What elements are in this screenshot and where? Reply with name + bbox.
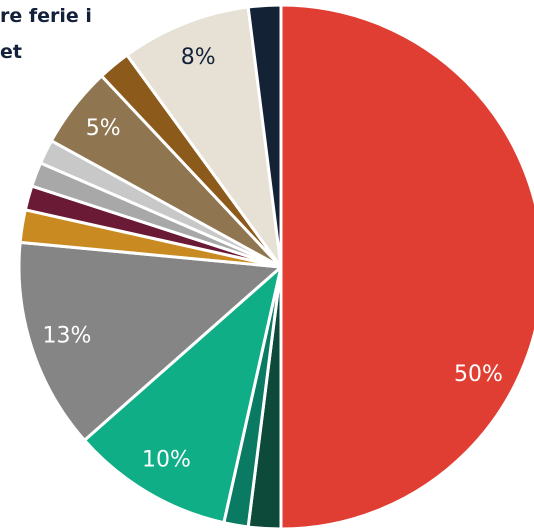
chart-title: et [0,41,22,63]
pie-slice [279,3,534,530]
pie-slice [125,5,283,269]
pie-slice [82,265,283,525]
pie-slice [246,3,283,269]
value-label: 13% [43,324,92,349]
pie [17,3,534,530]
value-label: 50% [454,362,503,387]
value-label: 5% [86,116,121,141]
chart-title: re ferie i [0,5,92,27]
value-label: 8% [181,45,216,70]
value-label: 10% [142,448,191,473]
pie-slice [17,240,283,442]
